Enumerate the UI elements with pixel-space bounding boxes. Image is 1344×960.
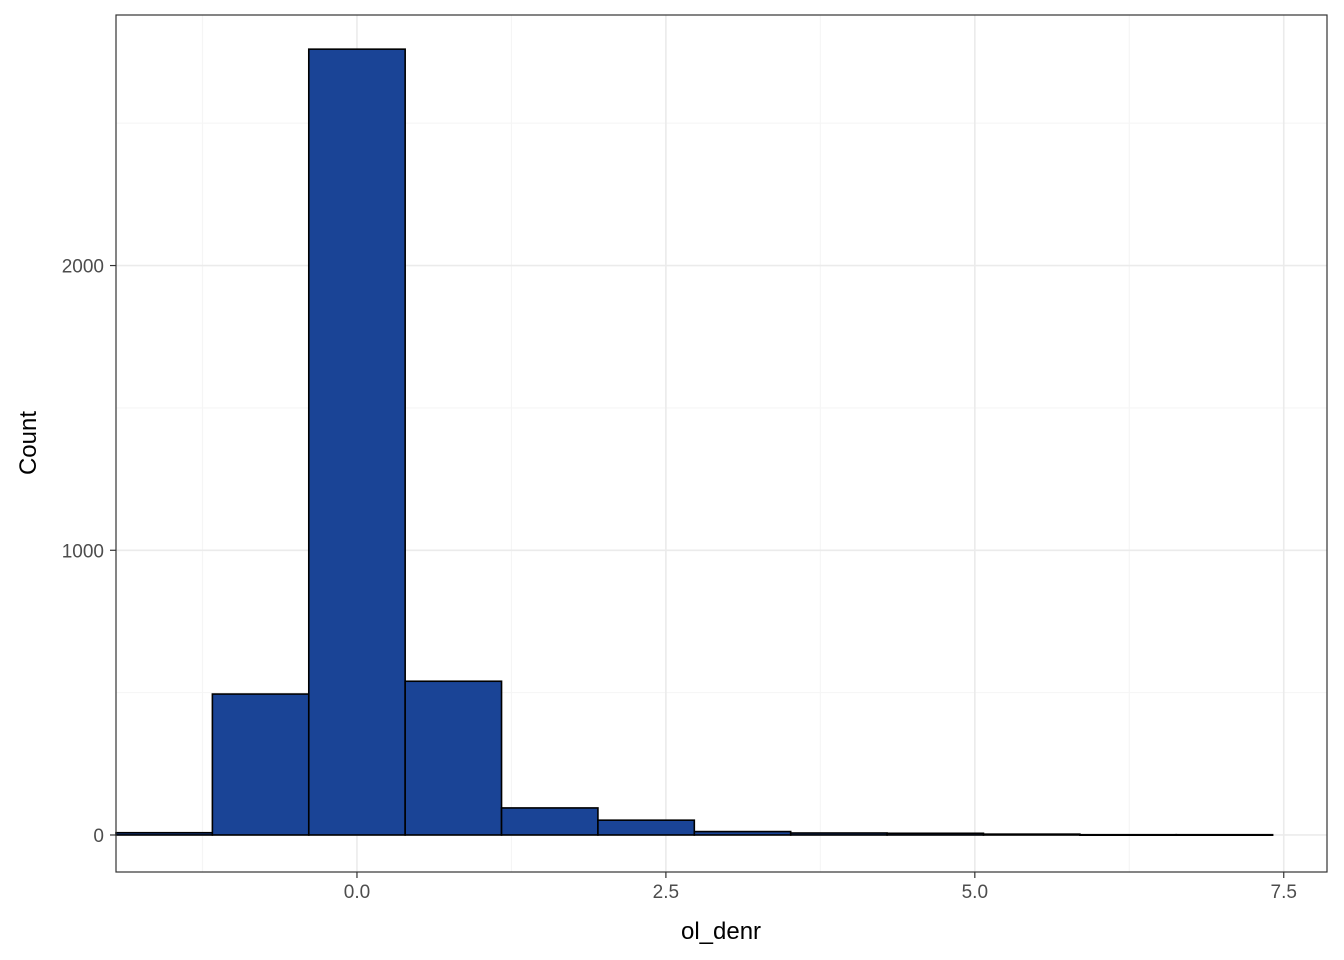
- histogram-bar: [789, 832, 888, 836]
- histogram-bar: [404, 680, 503, 836]
- histogram-bar: [597, 819, 696, 836]
- histogram-bar: [886, 832, 985, 836]
- x-tick-label: 2.5: [653, 882, 679, 903]
- histogram-bar: [500, 807, 599, 836]
- y-tick-label: 0: [93, 826, 104, 847]
- histogram-bar: [307, 48, 406, 836]
- x-axis-title: ol_denr: [681, 918, 761, 945]
- y-tick-label: 1000: [62, 541, 104, 562]
- x-tick-label: 7.5: [1271, 882, 1297, 903]
- histogram-bar: [1175, 833, 1274, 837]
- y-axis: 0 1000 2000: [62, 257, 116, 847]
- y-tick-label: 2000: [62, 257, 104, 278]
- histogram-bars: [115, 48, 1274, 837]
- histogram-bar: [211, 693, 310, 836]
- x-tick-label: 0.0: [344, 882, 370, 903]
- histogram-bar: [693, 830, 792, 836]
- histogram-bar: [115, 831, 214, 836]
- plot-panel-border: [115, 14, 1328, 873]
- x-axis: 0.0 2.5 5.0 7.5: [344, 872, 1297, 903]
- y-axis-title: Count: [15, 411, 42, 475]
- histogram-bar: [1079, 833, 1178, 837]
- x-tick-label: 5.0: [962, 882, 988, 903]
- histogram-bar: [982, 833, 1081, 836]
